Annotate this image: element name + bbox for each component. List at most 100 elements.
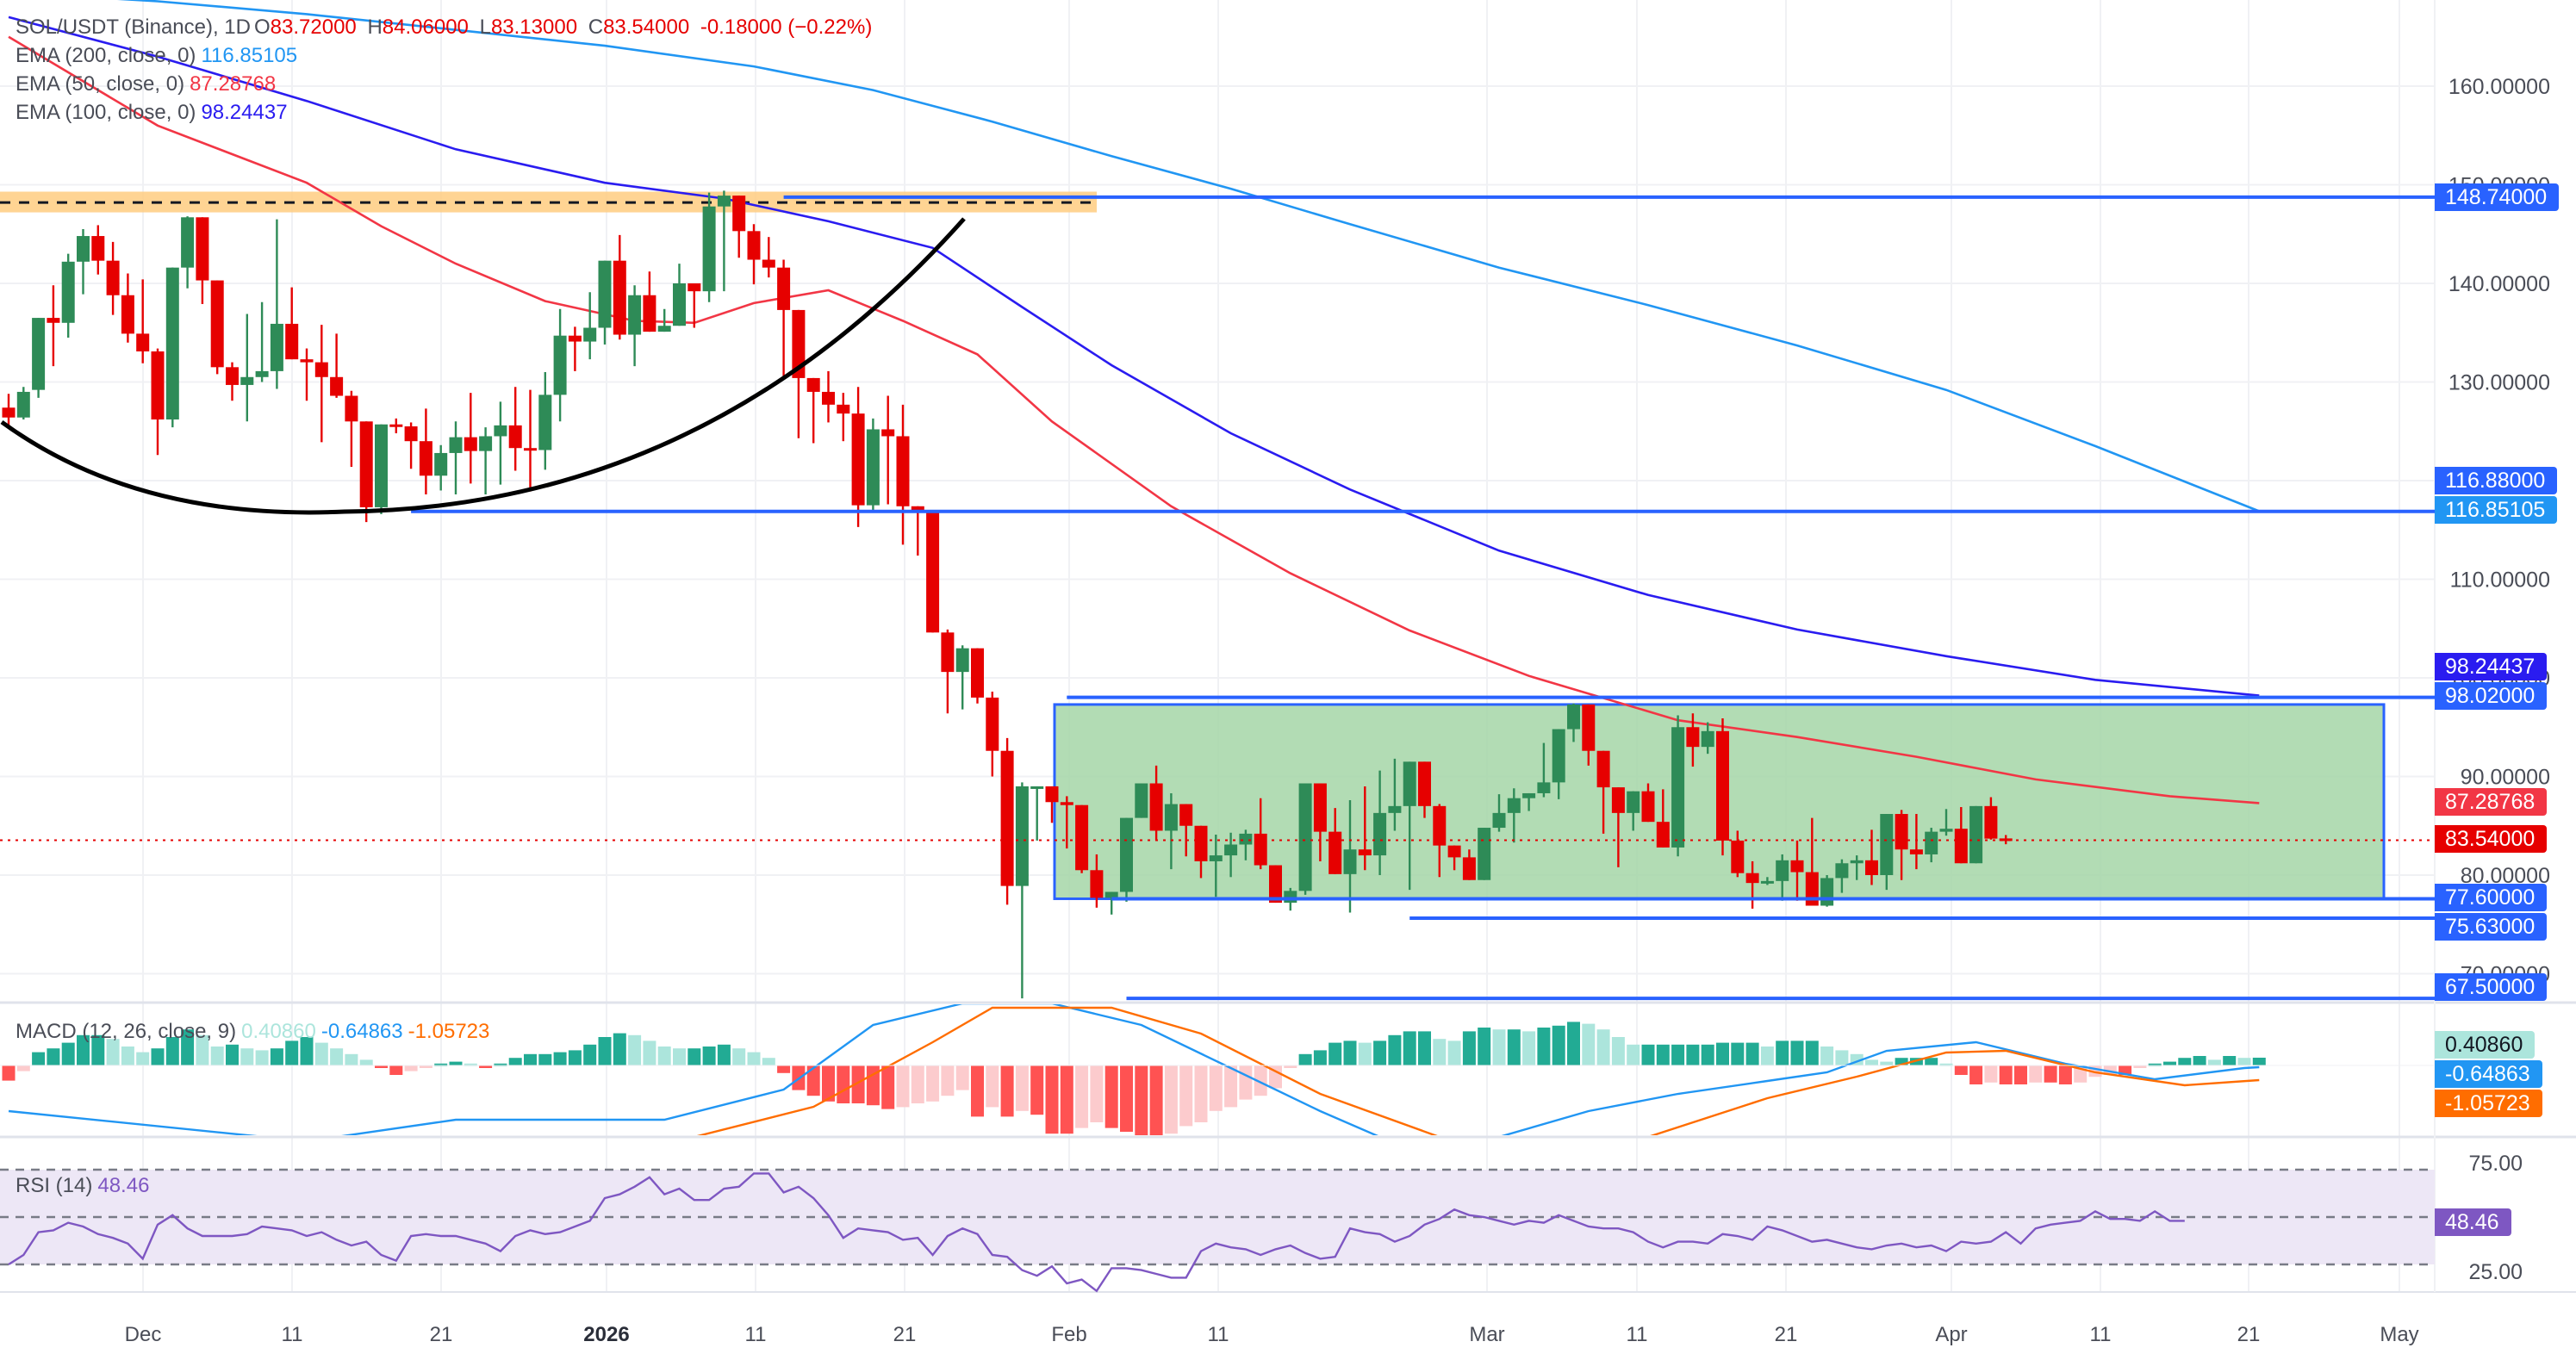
candle-body <box>837 404 850 414</box>
rsi-legend[interactable]: RSI (14) 48.46 <box>16 1171 154 1200</box>
macd-histogram-bar <box>717 1044 731 1065</box>
ema200-legend[interactable]: EMA (200, close, 0) 116.85105 <box>16 41 302 70</box>
candle-body <box>479 436 493 451</box>
macd-histogram-bar <box>837 1065 850 1103</box>
candle-body <box>896 436 910 506</box>
candle-body <box>165 267 179 420</box>
ema50-value: 87.28768 <box>190 72 277 96</box>
macd-histogram-bar <box>688 1048 701 1065</box>
candle-body <box>1999 838 2013 842</box>
macd-histogram-bar <box>2223 1056 2237 1065</box>
ema50-label: EMA (50, close, 0) <box>16 72 185 96</box>
macd-histogram-bar <box>1954 1065 1968 1075</box>
macd-histogram-bar <box>77 1034 90 1065</box>
macd-histogram-bar <box>1596 1029 1610 1065</box>
candle-body <box>806 377 820 392</box>
candle-body <box>270 323 283 371</box>
time-axis-label: 21 <box>429 1323 453 1346</box>
candle-body <box>1507 798 1521 813</box>
macd-histogram-bar <box>896 1065 910 1108</box>
low-label: L <box>479 16 491 39</box>
ema100-value: 98.24437 <box>201 101 288 124</box>
macd-hist-value: 0.40860 <box>241 1020 316 1043</box>
macd-histogram-bar <box>270 1048 283 1065</box>
close-value: 83.54000 <box>603 16 690 39</box>
macd-histogram-bar <box>881 1065 895 1109</box>
candle-body <box>1954 829 1968 864</box>
tag-rsi: 48.46 <box>2435 1208 2511 1236</box>
candle-body <box>1552 729 1565 783</box>
candle-body <box>1478 828 1491 880</box>
macd-histogram-bar <box>747 1052 761 1065</box>
candle-body <box>1895 814 1908 850</box>
candle-body <box>2 407 16 418</box>
candle-body <box>851 413 865 506</box>
macd-histogram-bar <box>2058 1065 2072 1084</box>
candle-body <box>1522 792 1536 798</box>
macd-histogram-bar <box>851 1065 865 1103</box>
rsi-line <box>8 1172 2185 1293</box>
candle-body <box>106 260 120 295</box>
macd-histogram-bar <box>1552 1025 1565 1065</box>
macd-histogram-bar <box>568 1050 582 1065</box>
macd-histogram-bar <box>1969 1065 1983 1084</box>
macd-histogram-bar <box>1745 1042 1759 1065</box>
macd-histogram-bar <box>1880 1061 1894 1065</box>
candle-body <box>226 367 239 385</box>
tag-level-75-63: 75.63000 <box>2435 913 2548 941</box>
macd-histogram-bar <box>2133 1065 2147 1068</box>
ema100-label: EMA (100, close, 0) <box>16 101 196 124</box>
low-value: 83.13000 <box>490 16 578 39</box>
candle-body <box>777 267 791 310</box>
tag-ema100: 98.24437 <box>2435 653 2548 680</box>
macd-histogram-bar <box>1984 1065 1998 1083</box>
macd-legend[interactable]: MACD (12, 26, close, 9) 0.40860 -0.64863 -1… <box>16 1017 495 1046</box>
macd-histogram-bar <box>2252 1057 2266 1065</box>
macd-histogram-bar <box>1820 1047 1834 1065</box>
macd-histogram-bar <box>643 1040 656 1065</box>
macd-histogram-bar <box>1686 1044 1700 1065</box>
macd-label: MACD (12, 26, close, 9) <box>16 1020 237 1043</box>
macd-histogram-bar <box>1284 1065 1297 1068</box>
open-value: 83.72000 <box>270 16 357 39</box>
candle-body <box>1254 833 1267 866</box>
price-tick: 160.00000 <box>2448 75 2550 99</box>
macd-histogram-bar <box>494 1063 507 1066</box>
ema100-legend[interactable]: EMA (100, close, 0) 98.24437 <box>16 98 293 127</box>
time-axis-label: 21 <box>1774 1323 1798 1346</box>
macd-histogram-bar <box>553 1052 567 1065</box>
macd-histogram-bar <box>389 1065 403 1075</box>
macd-histogram-bar <box>1731 1042 1745 1065</box>
macd-histogram-bar <box>240 1048 254 1065</box>
macd-histogram-bar <box>1835 1050 1849 1065</box>
candle-body <box>494 425 507 437</box>
candle-body <box>1880 814 1894 875</box>
candle-body <box>47 318 60 323</box>
macd-histogram-bar <box>404 1065 418 1071</box>
candle-body <box>1835 863 1849 879</box>
candle-body <box>1104 891 1118 898</box>
macd-histogram-bar <box>1492 1029 1506 1065</box>
candle-body <box>1075 804 1089 871</box>
macd-histogram-bar <box>16 1065 30 1071</box>
candle-body <box>1701 730 1714 748</box>
candle-body <box>688 283 701 292</box>
macd-histogram-bar <box>1388 1034 1402 1065</box>
macd-histogram-bar <box>1776 1040 1789 1065</box>
ema50-legend[interactable]: EMA (50, close, 0) 87.28768 <box>16 70 281 98</box>
candle-body <box>1045 786 1059 803</box>
candle-body <box>314 362 328 377</box>
candle-body <box>1284 891 1297 904</box>
macd-histogram-bar <box>2029 1065 2043 1083</box>
macd-histogram-bar <box>806 1065 820 1096</box>
macd-histogram-bar <box>1060 1065 1073 1134</box>
candle-body <box>524 448 537 451</box>
candle-body <box>196 217 209 281</box>
candle-body <box>255 370 269 377</box>
tag-ema200: 116.85105 <box>2435 496 2558 524</box>
macd-histogram-bar <box>1254 1065 1267 1096</box>
macd-histogram-bar <box>1671 1044 1685 1065</box>
macd-histogram-bar <box>1627 1044 1640 1065</box>
candle-body <box>792 309 806 378</box>
